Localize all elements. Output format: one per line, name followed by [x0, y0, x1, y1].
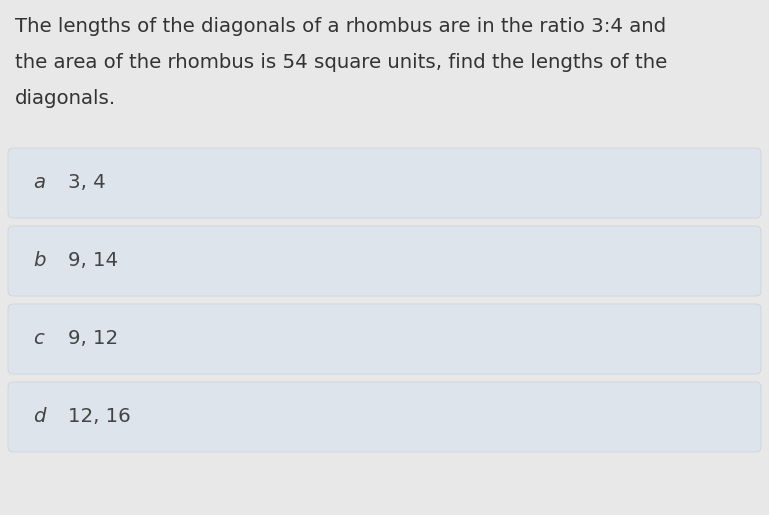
FancyBboxPatch shape: [8, 226, 761, 296]
Text: d: d: [33, 407, 45, 426]
Text: 9, 12: 9, 12: [68, 330, 118, 349]
Text: a: a: [33, 174, 45, 193]
Text: diagonals.: diagonals.: [15, 89, 116, 108]
FancyBboxPatch shape: [8, 382, 761, 452]
Text: The lengths of the diagonals of a rhombus are in the ratio 3:4 and: The lengths of the diagonals of a rhombu…: [15, 17, 666, 36]
Text: 12, 16: 12, 16: [68, 407, 131, 426]
Text: c: c: [33, 330, 44, 349]
FancyBboxPatch shape: [8, 148, 761, 218]
Text: the area of the rhombus is 54 square units, find the lengths of the: the area of the rhombus is 54 square uni…: [15, 53, 667, 72]
Text: 3, 4: 3, 4: [68, 174, 106, 193]
Text: 9, 14: 9, 14: [68, 251, 118, 270]
Text: b: b: [33, 251, 45, 270]
FancyBboxPatch shape: [8, 304, 761, 374]
